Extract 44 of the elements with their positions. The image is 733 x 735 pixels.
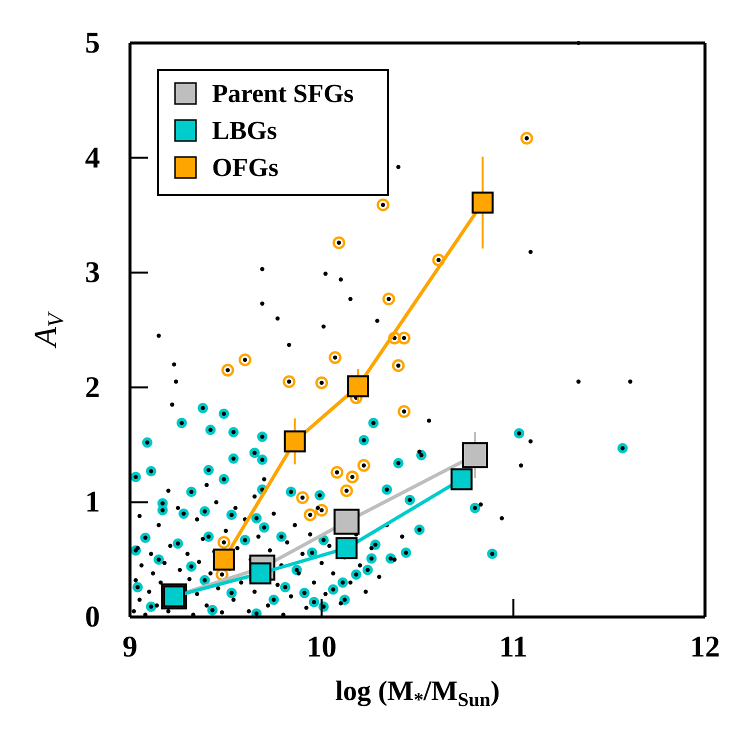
- y-tick-label: 2: [85, 370, 100, 404]
- point: [432, 254, 445, 266]
- point: [238, 353, 252, 366]
- legend-label: LBGs: [212, 116, 278, 145]
- point: [296, 491, 309, 504]
- y-tick-label: 0: [85, 600, 100, 634]
- point: [212, 548, 235, 571]
- point: [315, 504, 328, 517]
- point: [334, 508, 360, 535]
- point: [282, 375, 296, 388]
- point: [398, 332, 410, 344]
- point: [398, 405, 410, 418]
- point: [330, 466, 344, 479]
- point: [388, 332, 401, 344]
- y-tick-label: 1: [85, 486, 100, 519]
- point: [346, 470, 359, 484]
- x-tick-label: 9: [122, 630, 138, 664]
- point: [328, 351, 342, 364]
- point: [304, 508, 317, 522]
- point: [472, 192, 494, 214]
- point: [284, 430, 306, 452]
- point: [347, 375, 370, 398]
- legend-label: Parent SFGs: [212, 79, 354, 108]
- x-tick-label: 12: [690, 630, 720, 664]
- point: [392, 359, 405, 372]
- y-tick-label: 4: [85, 141, 100, 174]
- point: [218, 536, 230, 549]
- point: [520, 132, 534, 145]
- y-tick-label: 3: [85, 256, 100, 290]
- point: [336, 537, 358, 560]
- point: [382, 292, 396, 306]
- x-axis-title: log (M$_{*}$/M$_{Sun}$): [335, 676, 500, 711]
- legend-label: OFGs: [212, 153, 278, 182]
- x-tick-label: 10: [306, 630, 337, 664]
- x-tick-label: 11: [499, 630, 528, 664]
- point: [450, 468, 473, 490]
- point: [376, 198, 390, 212]
- point: [221, 364, 234, 377]
- point: [357, 459, 370, 472]
- point: [462, 442, 488, 468]
- point: [340, 484, 353, 498]
- y-tick-label: 5: [85, 26, 100, 60]
- point: [315, 376, 328, 390]
- point: [332, 236, 346, 250]
